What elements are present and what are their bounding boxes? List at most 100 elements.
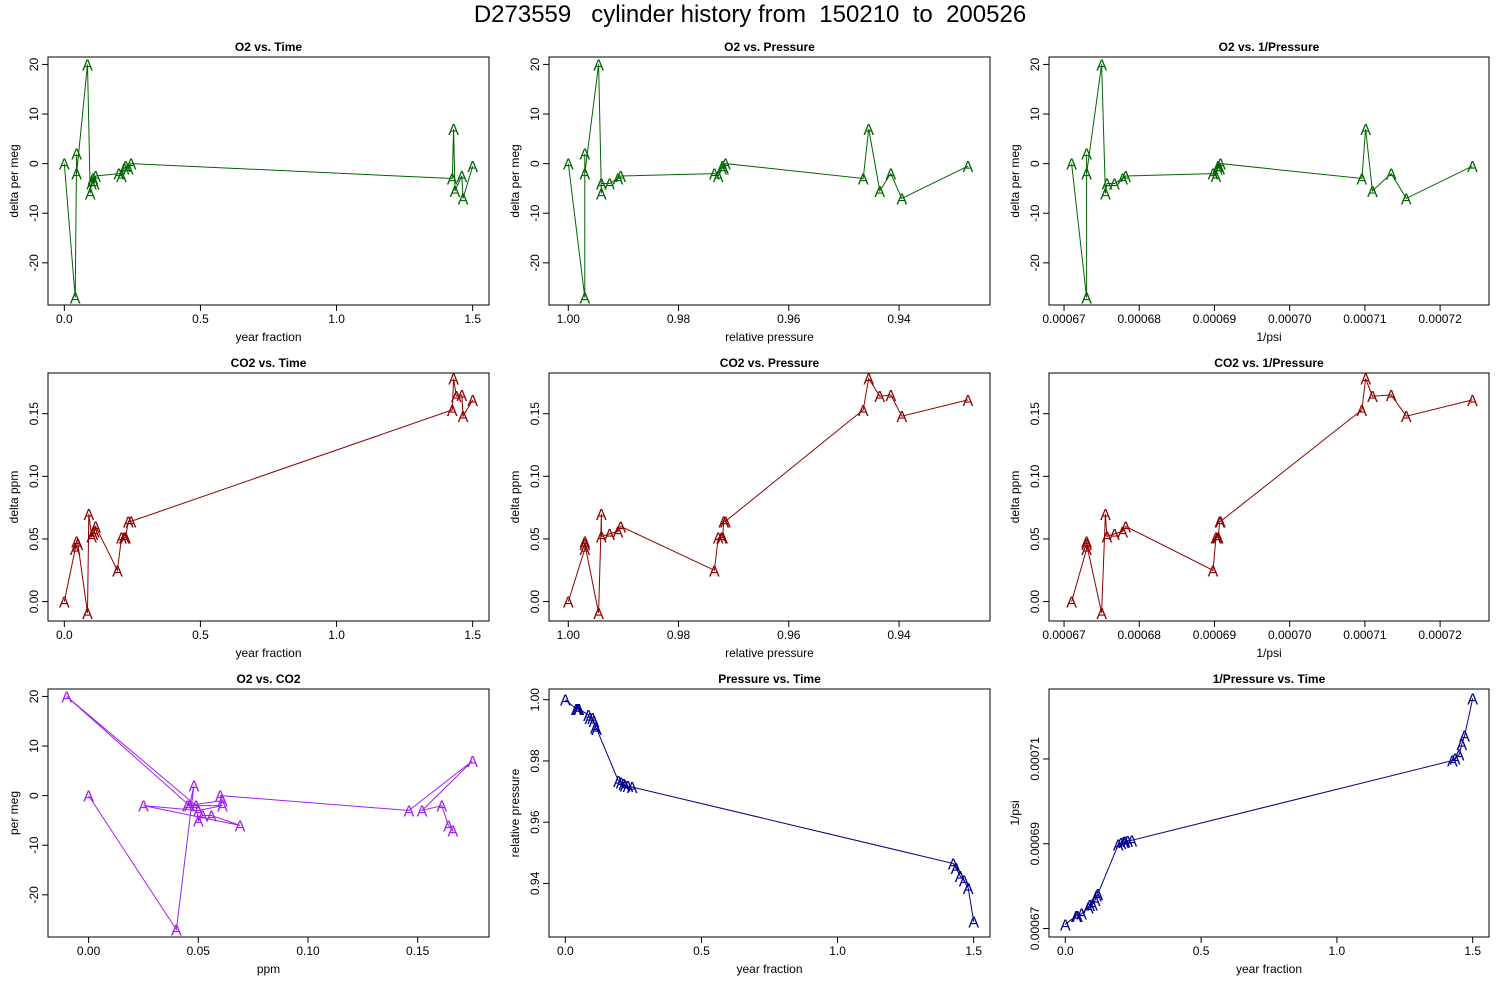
data-point-marker: A <box>718 514 729 531</box>
data-point-marker: A <box>1450 752 1461 769</box>
plot-frame <box>548 688 991 938</box>
data-point-marker: A <box>596 176 607 193</box>
data-point-marker: A <box>217 799 228 816</box>
data-point-marker: A <box>1208 167 1219 184</box>
data-point-marker: A <box>720 514 731 531</box>
y-axis-label: delta per meg <box>1008 144 1022 217</box>
series-line <box>564 699 975 922</box>
data-point-marker: A <box>623 779 634 796</box>
data-point-marker: A <box>90 519 101 536</box>
plot-frame <box>548 372 991 622</box>
data-point-marker: A <box>1066 595 1077 612</box>
x-tick-label: 1.0 <box>1329 944 1346 958</box>
data-point-marker: A <box>717 531 728 548</box>
data-point-marker: A <box>572 702 583 719</box>
x-axis-label: ppm <box>257 962 280 976</box>
data-point-marker: A <box>1211 531 1222 548</box>
data-point-marker: A <box>1215 514 1226 531</box>
data-point-marker: A <box>1066 157 1077 174</box>
y-tick-label: -10 <box>1028 204 1042 222</box>
data-point-marker: A <box>447 823 458 840</box>
data-point-marker: A <box>116 169 127 186</box>
chart-title: CO2 vs. 1/Pressure <box>1214 356 1324 370</box>
data-point-marker: A <box>885 167 896 184</box>
y-tick-label: 20 <box>27 689 41 703</box>
y-axis-label: delta ppm <box>508 471 522 524</box>
data-point-marker: A <box>417 804 428 821</box>
data-point-marker: A <box>467 393 478 410</box>
data-point-marker: A <box>574 702 585 719</box>
data-point-marker: A <box>590 720 601 737</box>
x-tick-label: 0.00068 <box>1118 312 1162 326</box>
x-tick-label: 0.96 <box>777 628 801 642</box>
data-point-marker: A <box>579 542 590 559</box>
data-point-marker: A <box>613 774 624 791</box>
data-point-marker: A <box>896 191 907 208</box>
y-tick-label: -20 <box>1028 254 1042 272</box>
data-point-marker: A <box>71 534 82 551</box>
data-point-marker: A <box>126 157 137 174</box>
data-point-marker: A <box>951 861 962 878</box>
data-point-marker: A <box>1214 162 1225 179</box>
x-tick-label: 0.0 <box>56 312 73 326</box>
data-point-marker: A <box>1116 836 1127 853</box>
data-point-marker: A <box>1215 157 1226 174</box>
data-point-marker: A <box>120 531 131 548</box>
plot-frame <box>47 688 490 938</box>
data-point-marker: A <box>85 186 96 203</box>
data-point-marker: A <box>1076 907 1087 924</box>
y-tick-label: 0.05 <box>27 527 41 551</box>
data-point-marker: A <box>1467 159 1478 176</box>
y-tick-label: -10 <box>528 204 542 222</box>
data-point-marker: A <box>59 595 70 612</box>
data-point-marker: A <box>1109 527 1120 544</box>
chart-title: CO2 vs. Pressure <box>720 356 820 370</box>
series-line <box>63 378 474 613</box>
data-point-marker: A <box>1081 147 1092 164</box>
data-point-marker: A <box>1096 606 1107 623</box>
data-point-marker: A <box>112 563 123 580</box>
data-point-marker: A <box>456 388 467 405</box>
data-point-marker: A <box>613 524 624 541</box>
x-tick-label: 1.5 <box>1464 944 1481 958</box>
x-tick-label: 0.0 <box>1057 944 1074 958</box>
data-point-marker: A <box>1357 403 1368 420</box>
data-point-marker: A <box>560 693 571 710</box>
y-axis-label: per meg <box>7 791 21 835</box>
data-point-marker: A <box>613 172 624 189</box>
data-point-marker: A <box>1401 409 1412 426</box>
x-axis-label: relative pressure <box>725 646 814 660</box>
data-point-marker: A <box>968 915 979 932</box>
data-point-marker: A <box>1081 542 1092 559</box>
data-point-marker: A <box>589 714 600 731</box>
data-point-marker: A <box>1467 393 1478 410</box>
data-point-marker: A <box>215 789 226 806</box>
data-point-marker: A <box>83 789 94 806</box>
x-tick-label: 1.0 <box>829 944 846 958</box>
data-point-marker: A <box>1467 691 1478 708</box>
data-point-marker: A <box>456 169 467 186</box>
data-point-marker: A <box>1083 900 1094 917</box>
x-tick-label: 0.10 <box>296 944 320 958</box>
data-point-marker: A <box>959 873 970 890</box>
y-tick-label: -20 <box>27 254 41 272</box>
data-point-marker: A <box>1102 176 1113 193</box>
data-point-marker: A <box>119 531 130 548</box>
y-tick-label: 0.05 <box>528 527 542 551</box>
data-point-marker: A <box>604 527 615 544</box>
x-tick-label: 1.5 <box>464 628 481 642</box>
y-tick-label: 0.98 <box>528 749 542 773</box>
x-tick-label: 0.05 <box>187 944 211 958</box>
data-point-marker: A <box>1100 507 1111 524</box>
x-tick-label: 0.00072 <box>1418 628 1462 642</box>
series-line <box>66 696 473 932</box>
x-axis-label: year fraction <box>1236 962 1302 976</box>
data-point-marker: A <box>1084 898 1095 915</box>
chart-title: O2 vs. 1/Pressure <box>1219 40 1320 54</box>
data-point-marker: A <box>451 389 462 406</box>
data-point-marker: A <box>123 162 134 179</box>
data-point-marker: A <box>1113 838 1124 855</box>
series-line <box>63 64 474 298</box>
